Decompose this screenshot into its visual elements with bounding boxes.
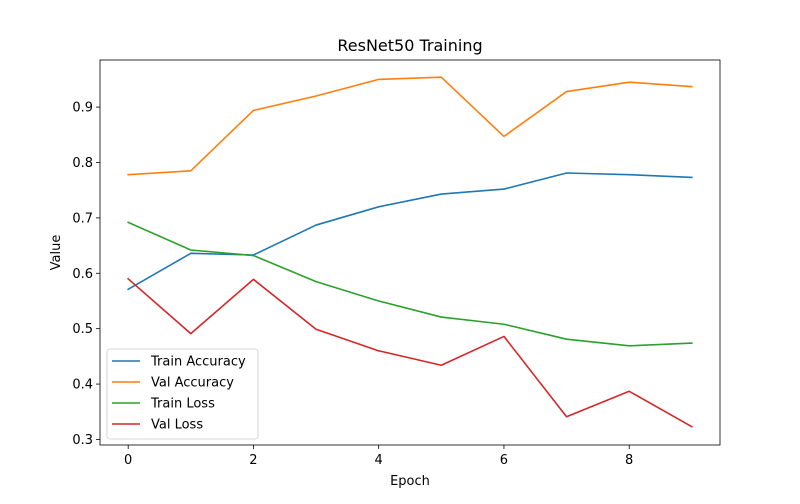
y-tick-label: 0.8 bbox=[72, 156, 93, 171]
x-tick-label: 8 bbox=[625, 453, 633, 468]
x-tick-label: 0 bbox=[124, 453, 132, 468]
series-line-val-accuracy bbox=[127, 76, 693, 176]
y-tick-label: 0.3 bbox=[72, 433, 93, 448]
legend: Train Accuracy Val Accuracy Train Loss Val … bbox=[106, 348, 259, 440]
legend-label: Val Accuracy bbox=[151, 376, 234, 391]
series-line-train-loss bbox=[127, 221, 693, 347]
x-tick-label: 4 bbox=[375, 453, 383, 468]
y-axis-title: Value bbox=[49, 235, 64, 271]
chart-title: ResNet50 Training bbox=[337, 36, 482, 55]
series-line-train-accuracy bbox=[127, 172, 693, 291]
plot-frame bbox=[99, 59, 721, 446]
x-tick-label: 2 bbox=[249, 453, 257, 468]
series-layer bbox=[127, 76, 693, 428]
legend-label: Train Accuracy bbox=[150, 355, 246, 370]
y-tick-label: 0.7 bbox=[72, 211, 93, 226]
y-axis: 0.3 0.4 0.5 0.6 0.7 0.8 0.9 bbox=[72, 101, 100, 448]
series-line-val-loss bbox=[127, 277, 693, 428]
y-tick-label: 0.9 bbox=[72, 101, 93, 116]
x-axis-title: Epoch bbox=[390, 474, 430, 489]
x-axis: 0 2 4 6 8 bbox=[124, 445, 633, 468]
y-tick-label: 0.6 bbox=[72, 267, 93, 282]
y-tick-label: 0.4 bbox=[72, 378, 93, 393]
y-tick-label: 0.5 bbox=[72, 322, 93, 337]
legend-label: Val Loss bbox=[151, 418, 203, 433]
legend-box bbox=[106, 348, 259, 440]
x-tick-label: 6 bbox=[500, 453, 508, 468]
legend-label: Train Loss bbox=[150, 397, 215, 412]
